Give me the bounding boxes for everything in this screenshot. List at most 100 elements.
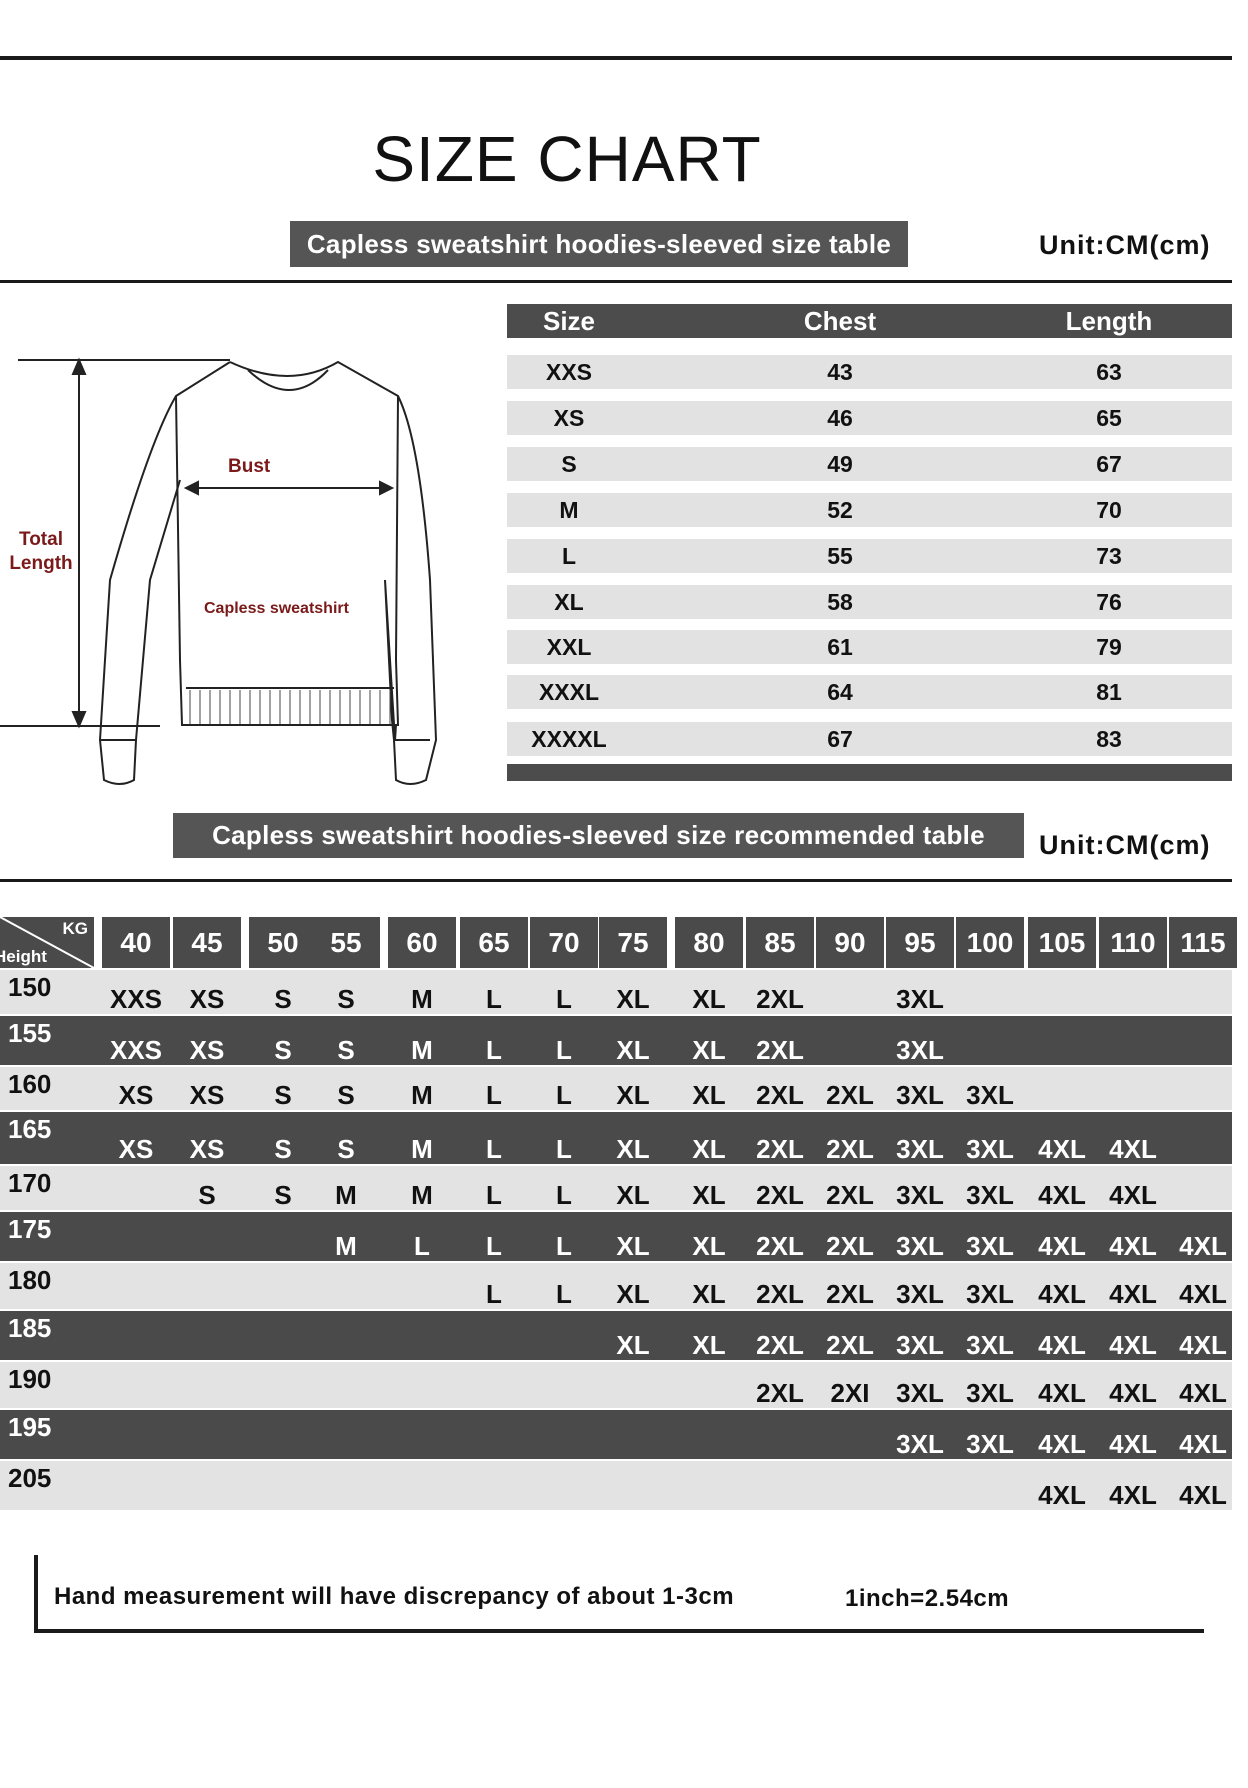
size-table-footer-bar [507, 764, 1232, 781]
weight-header: 95 [886, 917, 954, 968]
table-row: 185 XL XL 2XL 2XL 3XL 3XL 4XL 4XL 4XL [0, 1311, 1232, 1360]
table-row: 170 S S M M L L XL XL 2XL 2XL 3XL 3XL 4XL 4XL [0, 1166, 1232, 1210]
size-recommendation: S [274, 1035, 292, 1065]
size-row: XL 58 76 [507, 585, 1232, 619]
divider [0, 879, 1232, 882]
weight-header: 100 [956, 917, 1024, 968]
height-label: 185 [8, 1313, 52, 1343]
size-recommendation: 2XL [756, 1231, 804, 1261]
size-recommendation: XL [692, 1231, 726, 1261]
size-recommendation: 4XL [1038, 1279, 1086, 1309]
size-recommendation: 2XL [826, 1279, 874, 1309]
size-row: XXXL 64 81 [507, 675, 1232, 709]
height-label: 175 [8, 1214, 52, 1244]
size-recommendation: 2XL [756, 1330, 804, 1360]
footer-bracket-bottom [34, 1629, 1204, 1633]
size-recommendation: L [486, 1231, 502, 1261]
size-recommendation: 2XL [826, 1330, 874, 1360]
weight-header: 115 [1169, 917, 1237, 968]
chest-cell: 64 [827, 679, 853, 705]
size-recommendation: 3XL [896, 984, 944, 1014]
chest-cell: 43 [827, 359, 853, 385]
garment-label: Capless sweatshirt [204, 600, 349, 617]
weight-header: 90 [816, 917, 884, 968]
size-recommendation: 2XL [756, 1134, 804, 1164]
size-recommendation: 2XL [826, 1180, 874, 1210]
size-recommendation: 4XL [1109, 1429, 1157, 1459]
size-cell: L [561, 543, 577, 569]
size-recommendation: S [274, 1080, 292, 1110]
top-rule [0, 56, 1232, 60]
chest-cell: 52 [827, 497, 853, 523]
size-recommendation: 2XL [826, 1080, 874, 1110]
table-row: 175 M L L L XL XL 2XL 2XL 3XL 3XL 4XL 4XL 4XL [0, 1212, 1232, 1261]
height-label: 155 [8, 1018, 52, 1048]
chest-cell: 61 [827, 634, 853, 660]
size-recommendation: 3XL [896, 1231, 944, 1261]
size-recommendation: L [556, 1134, 572, 1164]
size-recommendation: S [198, 1180, 216, 1210]
size-cell: XXXL [538, 679, 600, 705]
size-recommendation: XL [692, 1035, 726, 1065]
divider [0, 280, 1232, 283]
size-recommendation: S [337, 1080, 355, 1110]
footer-bracket-left [34, 1555, 38, 1633]
size-cell: M [559, 497, 579, 523]
length-cell: 63 [1096, 359, 1122, 385]
table-row: 150 XXS XS S S M L L XL XL 2XL 3XL [0, 970, 1232, 1014]
height-label: 165 [8, 1114, 52, 1144]
length-cell: 76 [1096, 589, 1122, 615]
size-recommendation: 4XL [1179, 1378, 1227, 1408]
size-recommendation: 4XL [1109, 1480, 1157, 1510]
size-recommendation: 3XL [896, 1378, 944, 1408]
size-recommendation: XL [692, 1080, 726, 1110]
size-recommendation: 4XL [1179, 1429, 1227, 1459]
size-recommendation: S [337, 984, 355, 1014]
chest-cell: 58 [827, 589, 853, 615]
size-recommendation: XL [616, 1035, 650, 1065]
size-recommendation: XL [616, 1080, 650, 1110]
size-recommendation: 4XL [1179, 1480, 1227, 1510]
size-recommendation: 4XL [1038, 1180, 1086, 1210]
size-table-unit: Unit:CM(cm) [1039, 230, 1211, 260]
size-recommendation: 3XL [966, 1429, 1014, 1459]
size-recommendation: L [414, 1231, 430, 1261]
size-recommendation: L [486, 1080, 502, 1110]
size-cell: XXXXL [531, 726, 607, 752]
size-recommendation: L [556, 1231, 572, 1261]
weight-header: 105 [1028, 917, 1096, 968]
weight-header: 110 [1099, 917, 1167, 968]
size-recommendation: 3XL [896, 1035, 944, 1065]
sweatshirt-diagram [0, 357, 438, 785]
size-recommendation: 3XL [966, 1134, 1014, 1164]
size-recommendation: 4XL [1109, 1378, 1157, 1408]
size-recommendation: S [274, 1180, 292, 1210]
size-recommendation: M [411, 1180, 433, 1210]
footer-conversion: 1inch=2.54cm [845, 1585, 1010, 1612]
chest-cell: 55 [827, 543, 853, 569]
size-recommendation: 4XL [1109, 1180, 1157, 1210]
weight-header: 40 [102, 917, 170, 968]
size-recommendation: 3XL [966, 1330, 1014, 1360]
table-row: 205 4XL 4XL 4XL [0, 1461, 1232, 1510]
size-recommendation: M [335, 1231, 357, 1261]
size-row: L 55 73 [507, 539, 1232, 573]
size-recommendation: 2XL [826, 1231, 874, 1261]
size-recommendation: XS [118, 1080, 154, 1110]
size-table-caption: Capless sweatshirt hoodies-sleeved size … [290, 221, 908, 267]
size-recommendation: 3XL [966, 1180, 1014, 1210]
size-recommendation: 4XL [1038, 1378, 1086, 1408]
footer-note: Hand measurement will have discrepancy o… [54, 1583, 735, 1610]
height-label: 150 [8, 972, 52, 1002]
length-cell: 79 [1096, 634, 1122, 660]
table-row: 155 XXS XS S S M L L XL XL 2XL 3XL [0, 1016, 1232, 1065]
header-chest: Chest [803, 306, 877, 336]
corner-height: Height [0, 947, 47, 966]
size-recommendation: L [486, 1035, 502, 1065]
size-recommendation: XL [616, 1180, 650, 1210]
table-row: 195 3XL 3XL 4XL 4XL 4XL [0, 1410, 1232, 1459]
page-title: SIZE CHART [372, 123, 762, 195]
size-recommendation: 2XL [756, 1180, 804, 1210]
weight-header: 50 [249, 917, 317, 968]
chest-cell: 46 [827, 405, 853, 431]
